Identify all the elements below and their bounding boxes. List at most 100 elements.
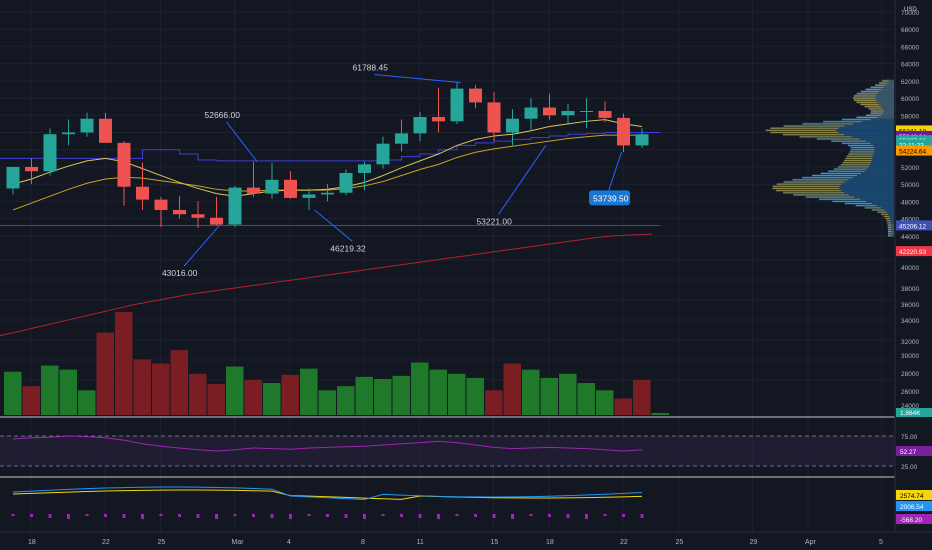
profile-row-up [847,145,874,146]
time-tick-label: 22 [620,539,628,546]
profile-row-up [883,216,890,217]
macd-histogram-bar [529,514,533,516]
macd-histogram-bar [289,514,292,519]
time-tick-label: 25 [676,539,684,546]
candle-body[interactable] [339,172,353,193]
candle-body[interactable] [617,117,630,146]
candle-body[interactable] [635,134,649,146]
candle-body[interactable] [191,214,205,218]
candle-body[interactable] [173,209,186,215]
profile-row-up [783,192,845,194]
volume-bar [152,363,170,415]
volume-bar [170,350,188,415]
time-axis[interactable]: 182225Mar48111518222529Apr58 [28,539,932,546]
candle-body[interactable] [228,187,242,225]
candle-body[interactable] [25,166,38,172]
time-tick-label: 22 [102,539,110,546]
profile-row-up [870,112,884,114]
profile-row-up [837,166,869,168]
price-tick-label: 52000 [901,165,919,172]
candles[interactable] [6,82,649,229]
volume-bars [4,312,669,415]
candle-body[interactable] [154,199,168,210]
price-label: 45206.12 [899,223,926,230]
price-tick-label: 68000 [901,27,919,34]
profile-row-up [875,84,886,86]
callout-box [589,190,631,206]
candle-body[interactable] [302,194,316,198]
volume-bar [448,373,466,415]
candle-body[interactable] [265,179,279,194]
profile-row-up [882,80,889,82]
rsi-value-label: 52.27 [900,449,917,456]
macd-histogram-bar [141,514,144,519]
candle-body[interactable] [598,110,612,118]
price-tick-label: 64000 [901,62,919,69]
volume-label-box [896,408,932,417]
price-label: 54224.64 [899,149,926,156]
profile-row-up [850,149,875,151]
time-tick-label: Apr [805,539,817,546]
candle-body[interactable] [358,164,371,173]
candle-body[interactable] [247,187,260,194]
candle-body[interactable] [376,143,390,165]
volume-bar [522,369,540,415]
candle-body[interactable] [321,192,334,195]
profile-row-up [819,198,861,200]
volume-bar [651,412,669,415]
volume-bar [281,374,299,415]
price-tick-label-extra: 26000 [901,389,919,396]
candle-body[interactable] [284,179,297,198]
annotation-arrow [314,209,353,242]
rsi-line [12,435,643,452]
macd-histogram-bar [492,514,496,518]
candle-body[interactable] [487,102,501,133]
time-tick-label: 29 [750,539,758,546]
price-tick-label: 58000 [901,113,919,120]
annotation-arrow [226,121,258,163]
candle-body[interactable] [432,117,445,122]
price-axis[interactable]: 4400046000480005000052000540005600058000… [896,10,932,417]
candle-body[interactable] [210,217,223,225]
price-tick-label-extra: 28000 [901,371,919,378]
candle-body[interactable] [561,110,575,116]
profile-row-up [886,220,891,222]
macd-label: 2006.54 [900,504,924,511]
rsi-pane[interactable]: 75.00 25.00 52.27 [0,434,932,471]
candle-body[interactable] [6,166,20,189]
price-tick-label: 62000 [901,79,919,86]
candle-body[interactable] [99,118,112,143]
candle-body[interactable] [413,117,427,134]
macd-histogram-bar [252,514,255,517]
price-tick-label-extra: 32000 [901,339,919,346]
candle-body[interactable] [506,118,519,133]
candle-body[interactable] [469,88,482,103]
volume-bar [207,384,225,415]
candle-body[interactable] [450,88,464,122]
profile-row-up [855,205,877,207]
profile-row-up [772,188,840,189]
callout-arrow [606,151,623,196]
candle-body[interactable] [80,118,94,133]
price-label-box [896,246,932,257]
candle-body[interactable] [43,134,57,172]
candle-body[interactable] [117,142,131,187]
callout-label: 53739.50 [593,193,629,203]
macd-histogram-bar [85,514,89,516]
candle-body[interactable] [395,133,408,144]
volume-bar [503,363,521,415]
profile-row-up [887,233,892,235]
candle-body[interactable] [543,107,556,116]
candle-body[interactable] [580,110,593,112]
macd-pane[interactable]: 2574.74 2006.54 -568.20 [11,486,932,524]
macd-histogram-bar [474,514,477,517]
candle-body[interactable] [524,107,538,119]
time-tick-label: 18 [28,539,36,546]
profile-row-up [820,172,862,174]
volume-label: 1.864K [900,410,921,417]
candle-body[interactable] [62,132,75,135]
profile-row-up [871,209,885,211]
macd-histogram-bar [159,514,163,516]
candle-body[interactable] [136,186,149,200]
